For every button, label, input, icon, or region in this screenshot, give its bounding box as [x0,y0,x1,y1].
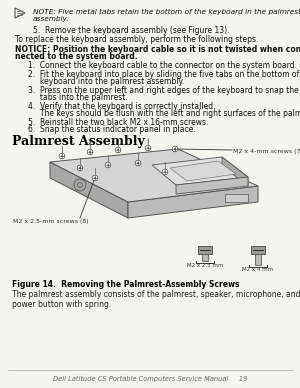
Text: M2 x 4 mm: M2 x 4 mm [242,267,274,272]
Text: To replace the keyboard assembly, perform the following steps.: To replace the keyboard assembly, perfor… [15,35,258,44]
Circle shape [135,160,141,166]
Text: assembly.: assembly. [33,16,70,22]
Text: M2 x 4-mm screws (7): M2 x 4-mm screws (7) [233,149,300,154]
Circle shape [137,162,139,164]
Bar [255,254,261,265]
Text: tabs into the palmrest.: tabs into the palmrest. [28,93,128,102]
Text: 5.  Reinstall the two black M2 x 16-mm screws.: 5. Reinstall the two black M2 x 16-mm sc… [28,118,208,127]
Circle shape [59,153,65,159]
Circle shape [174,148,176,150]
Circle shape [162,169,168,175]
Text: 3.  Press on the upper left and right edges of the keyboard to snap the upper: 3. Press on the upper left and right edg… [28,86,300,95]
Polygon shape [222,157,248,186]
Circle shape [105,162,111,168]
Polygon shape [128,186,258,218]
Text: 5.  Remove the keyboard assembly (see Figure 13).: 5. Remove the keyboard assembly (see Fig… [33,26,230,35]
Circle shape [172,146,178,152]
Text: 4.  Verify that the keyboard is correctly installed.: 4. Verify that the keyboard is correctly… [28,102,215,111]
Text: M2 x 2.5-mm screws (8): M2 x 2.5-mm screws (8) [13,219,88,224]
Polygon shape [225,194,248,202]
Circle shape [117,149,119,151]
Circle shape [115,147,121,153]
Circle shape [147,147,149,149]
Circle shape [92,175,98,181]
Text: Palmrest Assembly: Palmrest Assembly [12,135,145,148]
Text: M2 x 2.5 mm: M2 x 2.5 mm [187,263,223,268]
Text: NOTICE: Position the keyboard cable so it is not twisted when con-: NOTICE: Position the keyboard cable so i… [15,45,300,54]
Polygon shape [170,161,236,181]
Bar [202,254,208,261]
Text: Figure 14.  Removing the Palmrest-Assembly Screws: Figure 14. Removing the Palmrest-Assembl… [12,280,239,289]
Bar [251,246,265,254]
Circle shape [79,167,81,169]
Text: The keys should be flush with the left and right surfaces of the palmrest.: The keys should be flush with the left a… [28,109,300,118]
Polygon shape [176,177,248,194]
Circle shape [61,155,63,157]
Polygon shape [50,149,258,202]
Circle shape [94,177,96,179]
Polygon shape [50,162,128,218]
Text: 1.  Connect the keyboard cable to the connector on the system board.: 1. Connect the keyboard cable to the con… [28,61,297,70]
Circle shape [145,145,151,151]
Circle shape [89,151,91,153]
Circle shape [77,165,83,171]
Circle shape [87,149,93,155]
Polygon shape [152,157,248,185]
Text: The palmrest assembly consists of the palmrest, speaker, microphone, and
power b: The palmrest assembly consists of the pa… [12,290,300,309]
Bar [198,246,212,254]
Text: keyboard into the palmrest assembly.: keyboard into the palmrest assembly. [28,77,184,86]
Text: nected to the system board.: nected to the system board. [15,52,138,61]
Text: NOTE: Five metal tabs retain the bottom of the keyboard in the palmrest: NOTE: Five metal tabs retain the bottom … [33,9,300,15]
Text: Dell Latitude CS Portable Computers Service Manual     19: Dell Latitude CS Portable Computers Serv… [53,376,247,382]
Circle shape [164,171,166,173]
Text: 6.  Snap the status indicator panel in place.: 6. Snap the status indicator panel in pl… [28,125,196,134]
Text: 2.  Fit the keyboard into place by sliding the five tabs on the bottom of the: 2. Fit the keyboard into place by slidin… [28,70,300,79]
Circle shape [107,164,109,166]
